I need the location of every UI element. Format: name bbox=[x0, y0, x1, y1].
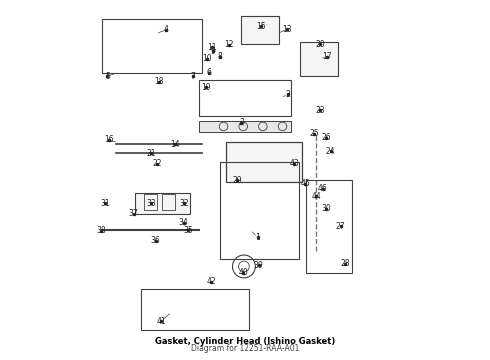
Text: 27: 27 bbox=[336, 222, 345, 231]
Text: 2: 2 bbox=[286, 90, 290, 99]
Text: 4: 4 bbox=[164, 26, 169, 35]
Text: 33: 33 bbox=[147, 199, 156, 208]
Polygon shape bbox=[198, 121, 292, 132]
Text: 31: 31 bbox=[100, 199, 110, 208]
Text: 36: 36 bbox=[151, 236, 161, 245]
Text: 40: 40 bbox=[238, 268, 248, 277]
Text: 24: 24 bbox=[326, 147, 336, 156]
Text: 41: 41 bbox=[156, 316, 166, 325]
Text: 9: 9 bbox=[210, 47, 215, 56]
Text: 23: 23 bbox=[315, 106, 325, 115]
Text: Diagram for 12251-RAA-A01: Diagram for 12251-RAA-A01 bbox=[191, 344, 299, 353]
Text: 25: 25 bbox=[309, 129, 319, 138]
Bar bbox=[300, 42, 338, 76]
Text: 10: 10 bbox=[202, 54, 212, 63]
Text: 19: 19 bbox=[201, 83, 211, 92]
Text: 3: 3 bbox=[239, 118, 244, 127]
Text: Gasket, Cylinder Head (Ishino Gasket): Gasket, Cylinder Head (Ishino Gasket) bbox=[155, 337, 335, 346]
Text: 13: 13 bbox=[282, 25, 292, 34]
Bar bbox=[162, 194, 174, 210]
Text: 14: 14 bbox=[171, 140, 180, 149]
Bar bbox=[226, 143, 302, 182]
Text: 45: 45 bbox=[300, 179, 310, 188]
Text: 8: 8 bbox=[218, 52, 222, 61]
Text: 30: 30 bbox=[321, 204, 331, 213]
Text: 6: 6 bbox=[207, 68, 212, 77]
Text: 44: 44 bbox=[312, 192, 321, 201]
Text: 35: 35 bbox=[183, 225, 193, 234]
Text: 15: 15 bbox=[256, 22, 266, 31]
Text: 11: 11 bbox=[207, 42, 217, 51]
Text: 32: 32 bbox=[179, 199, 189, 208]
Text: 1: 1 bbox=[255, 233, 260, 242]
Text: 26: 26 bbox=[321, 133, 331, 142]
Text: 18: 18 bbox=[154, 77, 163, 86]
Text: 46: 46 bbox=[318, 184, 328, 193]
Text: 34: 34 bbox=[179, 219, 189, 228]
Text: 43: 43 bbox=[290, 159, 299, 168]
Bar bbox=[144, 194, 157, 210]
Bar bbox=[242, 16, 279, 44]
Text: 21: 21 bbox=[147, 149, 156, 158]
Text: 29: 29 bbox=[232, 176, 242, 185]
Text: 16: 16 bbox=[104, 135, 113, 144]
Bar bbox=[135, 193, 190, 214]
Text: 5: 5 bbox=[105, 72, 110, 81]
Text: 12: 12 bbox=[224, 40, 234, 49]
Text: 22: 22 bbox=[153, 159, 162, 168]
Text: 17: 17 bbox=[322, 52, 332, 61]
Text: 20: 20 bbox=[315, 40, 325, 49]
Text: 39: 39 bbox=[254, 261, 264, 270]
Text: 7: 7 bbox=[191, 72, 196, 81]
Text: 37: 37 bbox=[129, 210, 138, 219]
Text: 38: 38 bbox=[97, 226, 106, 235]
Text: 42: 42 bbox=[206, 277, 216, 286]
Text: 28: 28 bbox=[340, 260, 350, 269]
